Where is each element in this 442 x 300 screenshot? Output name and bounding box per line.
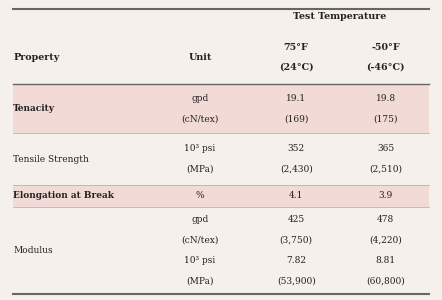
Text: (169): (169) [284,115,309,124]
Text: (cN/tex): (cN/tex) [181,236,219,245]
Bar [13,184,429,207]
Text: Modulus: Modulus [13,246,53,255]
Text: 425: 425 [287,215,305,224]
Text: Unit: Unit [188,52,212,62]
Text: (MPa): (MPa) [186,165,214,174]
Text: (60,800): (60,800) [366,277,405,286]
Text: 19.1: 19.1 [286,94,306,103]
Bar [13,84,429,134]
Text: 478: 478 [377,215,394,224]
Text: (2,430): (2,430) [280,165,312,174]
Text: 75°F: 75°F [284,43,309,52]
Text: (cN/tex): (cN/tex) [181,115,219,124]
Text: -50°F: -50°F [371,43,400,52]
Text: (2,510): (2,510) [369,165,402,174]
Text: 10³ psi: 10³ psi [184,144,216,153]
Text: 3.9: 3.9 [378,191,393,200]
Text: (175): (175) [373,115,398,124]
Text: Tensile Strength: Tensile Strength [13,154,89,164]
Text: (-46°C): (-46°C) [366,62,405,71]
Text: (24°C): (24°C) [279,62,313,71]
Text: (3,750): (3,750) [280,236,312,245]
Text: 352: 352 [288,144,305,153]
Text: gpd: gpd [191,94,209,103]
Text: (4,220): (4,220) [369,236,402,245]
Text: %: % [196,191,204,200]
Text: Tenacity: Tenacity [13,104,55,113]
Text: 365: 365 [377,144,394,153]
Text: Property: Property [13,52,60,62]
Text: (53,900): (53,900) [277,277,316,286]
Text: 7.82: 7.82 [286,256,306,265]
Text: 19.8: 19.8 [376,94,396,103]
Text: Test Temperature: Test Temperature [293,12,386,21]
Text: 10³ psi: 10³ psi [184,256,216,265]
Text: (MPa): (MPa) [186,277,214,286]
Text: 8.81: 8.81 [376,256,396,265]
Text: 4.1: 4.1 [289,191,303,200]
Text: Elongation at Break: Elongation at Break [13,191,114,200]
Text: gpd: gpd [191,215,209,224]
